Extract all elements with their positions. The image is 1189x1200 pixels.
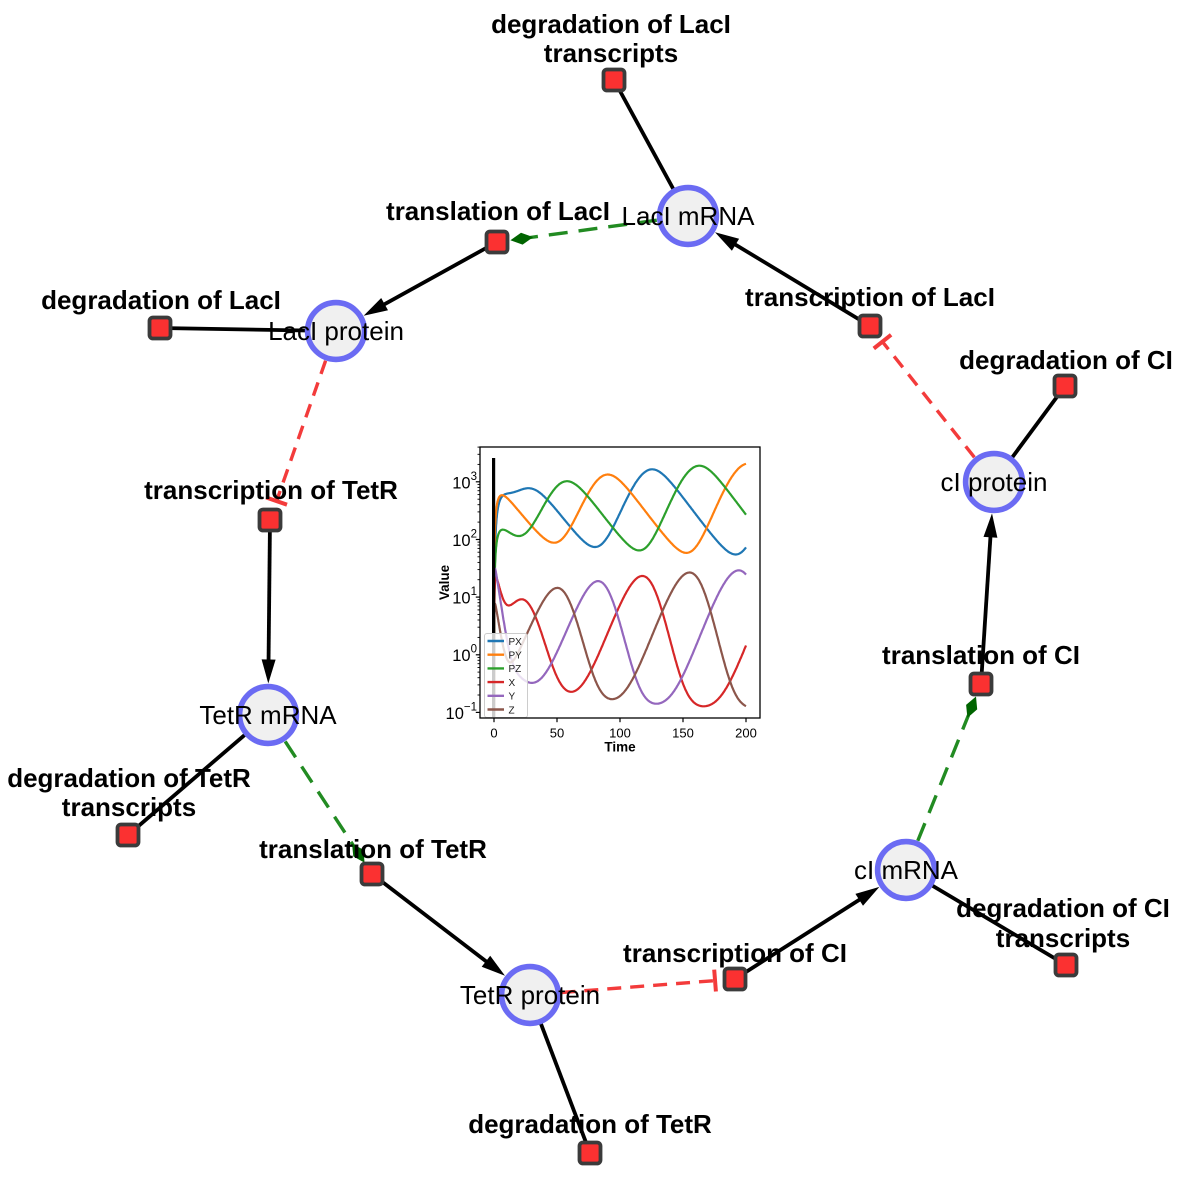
svg-text:translation of LacI: translation of LacI [386,196,610,226]
svg-text:degradation of TetR: degradation of TetR [468,1109,712,1139]
svg-text:TetR mRNA: TetR mRNA [199,700,337,730]
svg-text:degradation of LacI: degradation of LacI [491,9,731,39]
svg-text:degradation of TetR: degradation of TetR [7,763,251,793]
svg-text:translation of TetR: translation of TetR [259,834,487,864]
svg-text:X: X [509,678,516,689]
svg-text:Value: Value [437,564,452,600]
svg-text:LacI mRNA: LacI mRNA [622,201,756,231]
svg-text:degradation of CI: degradation of CI [959,345,1173,375]
svg-text:transcription of LacI: transcription of LacI [745,282,995,312]
svg-text:Time: Time [604,740,636,755]
svg-text:TetR protein: TetR protein [460,980,600,1010]
svg-text:cI mRNA: cI mRNA [854,855,959,885]
svg-text:transcripts: transcripts [996,923,1130,953]
svg-text:translation of CI: translation of CI [882,640,1080,670]
svg-text:transcription of CI: transcription of CI [623,938,847,968]
svg-text:PZ: PZ [509,664,522,675]
svg-text:50: 50 [550,726,564,741]
svg-text:200: 200 [735,726,757,741]
svg-text:0: 0 [490,726,497,741]
svg-text:degradation of CI: degradation of CI [956,893,1170,923]
svg-text:150: 150 [672,726,694,741]
svg-text:LacI protein: LacI protein [268,316,404,346]
svg-text:transcripts: transcripts [62,792,196,822]
svg-text:cI protein: cI protein [941,467,1048,497]
svg-text:PX: PX [509,637,523,648]
svg-text:degradation of LacI: degradation of LacI [41,285,281,315]
svg-text:transcription of TetR: transcription of TetR [144,475,398,505]
svg-text:Z: Z [509,705,515,716]
svg-text:transcripts: transcripts [544,38,678,68]
svg-text:PY: PY [509,651,523,662]
svg-text:100: 100 [609,726,631,741]
svg-text:Y: Y [509,692,516,703]
